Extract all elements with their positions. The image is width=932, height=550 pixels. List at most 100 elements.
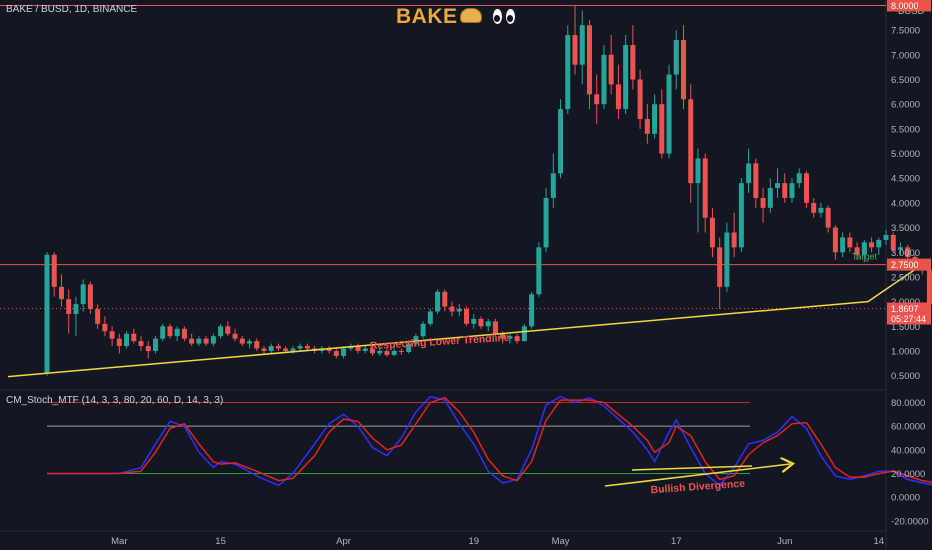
candle-body	[449, 306, 455, 312]
price-tick-label: 3.5000	[891, 223, 920, 234]
candle-body	[905, 247, 911, 258]
stoch-tick-label: 40.0000	[891, 445, 925, 456]
candle-body	[189, 338, 195, 344]
candle-body	[131, 333, 137, 342]
last-price-badge: 1.8607	[891, 304, 919, 314]
stoch-tick-label: 60.0000	[891, 422, 925, 433]
candle-body	[51, 254, 57, 287]
trendline-upper	[867, 263, 923, 303]
candle-body	[174, 328, 180, 337]
time-tick-label: Apr	[336, 536, 351, 547]
candle-body	[709, 217, 715, 248]
candle-body	[485, 321, 491, 327]
candle-body	[44, 254, 50, 374]
stoch-tick-label: 0.0000	[891, 493, 920, 504]
levels-layer	[0, 4, 886, 310]
time-tick-label: May	[552, 536, 570, 547]
candle-body	[247, 341, 253, 344]
candle-body	[695, 158, 701, 184]
price-tick-label: 0.5000	[891, 371, 920, 382]
last-price-badge-bg	[887, 302, 931, 325]
candle-body	[507, 336, 513, 339]
candle-body	[644, 118, 650, 134]
candle-body	[66, 299, 72, 314]
price-tick-label: 6.0000	[891, 100, 920, 111]
candle-body	[362, 348, 368, 351]
candle-body	[196, 338, 202, 344]
candle-body	[753, 163, 759, 198]
candle-body	[550, 173, 556, 198]
candle-body	[442, 291, 448, 307]
candle-body	[471, 318, 477, 324]
symbol-title[interactable]: BAKE / BUSD, 1D, BINANCE	[6, 4, 138, 15]
divergence-label: Bullish Divergence	[650, 478, 745, 497]
candle-body	[702, 158, 708, 218]
candle-body	[586, 25, 592, 95]
candle-body	[406, 343, 412, 352]
price-tick-label: 7.0000	[891, 50, 920, 61]
candle-body	[514, 336, 520, 342]
candle-body	[261, 348, 267, 351]
candle-body	[268, 346, 274, 351]
candle-body	[746, 163, 752, 184]
candle-body	[102, 323, 108, 332]
target-label: Target	[852, 252, 878, 262]
stoch-line-k	[47, 395, 932, 487]
candle-body	[760, 197, 766, 208]
candle-body	[87, 284, 93, 310]
time-tick-label: Jun	[777, 536, 792, 547]
stoch-layer	[47, 395, 932, 487]
candle-body	[869, 242, 875, 248]
candle-body	[384, 350, 390, 355]
candle-body	[558, 109, 564, 174]
candles-layer	[44, 5, 932, 376]
candle-body	[724, 232, 730, 287]
candle-body	[492, 321, 498, 334]
stoch-tick-label: -20.0000	[891, 516, 929, 527]
candle-body	[608, 54, 614, 85]
candle-body	[594, 94, 600, 105]
candle-body	[926, 269, 932, 305]
candle-body	[861, 242, 867, 255]
candle-body	[803, 173, 809, 203]
top-level-badge-bg	[887, 0, 931, 12]
time-tick-label: Mar	[111, 536, 127, 547]
candle-body	[601, 54, 607, 105]
candle-body	[210, 336, 216, 344]
price-unit-label: BUSD	[898, 6, 925, 17]
candle-body	[326, 348, 332, 351]
candle-body	[152, 338, 158, 351]
price-tick-label: 4.0000	[891, 198, 920, 209]
time-tick-label: 19	[468, 536, 479, 547]
stoch-tick-label: 20.0000	[891, 469, 925, 480]
price-tick-label: 7.5000	[891, 26, 920, 37]
candle-body	[427, 311, 433, 324]
candle-body	[413, 336, 419, 344]
candle-body	[232, 333, 238, 339]
candle-body	[897, 247, 903, 250]
eyes-icon	[492, 8, 503, 25]
candle-body	[377, 350, 383, 354]
time-tick-label: 14	[874, 536, 885, 547]
candle-body	[333, 350, 339, 356]
candle-body	[138, 341, 144, 347]
candle-body	[717, 247, 723, 287]
candle-body	[688, 99, 694, 184]
candle-body	[796, 173, 802, 184]
candle-body	[478, 318, 484, 327]
candle-body	[218, 326, 224, 337]
candle-body	[767, 188, 773, 208]
eyes-icon	[505, 8, 516, 25]
candle-body	[615, 84, 621, 110]
candle-body	[637, 79, 643, 119]
candle-body	[355, 346, 361, 351]
candle-body	[883, 234, 889, 240]
candle-body	[464, 309, 470, 324]
candle-body	[500, 333, 506, 339]
candle-body	[145, 346, 151, 351]
candle-body	[95, 309, 101, 324]
indicator-title[interactable]: CM_Stoch_MTF (14, 3, 3, 80, 20, 60, D, 1…	[6, 395, 224, 406]
candle-body	[789, 183, 795, 198]
candle-body	[825, 207, 831, 228]
